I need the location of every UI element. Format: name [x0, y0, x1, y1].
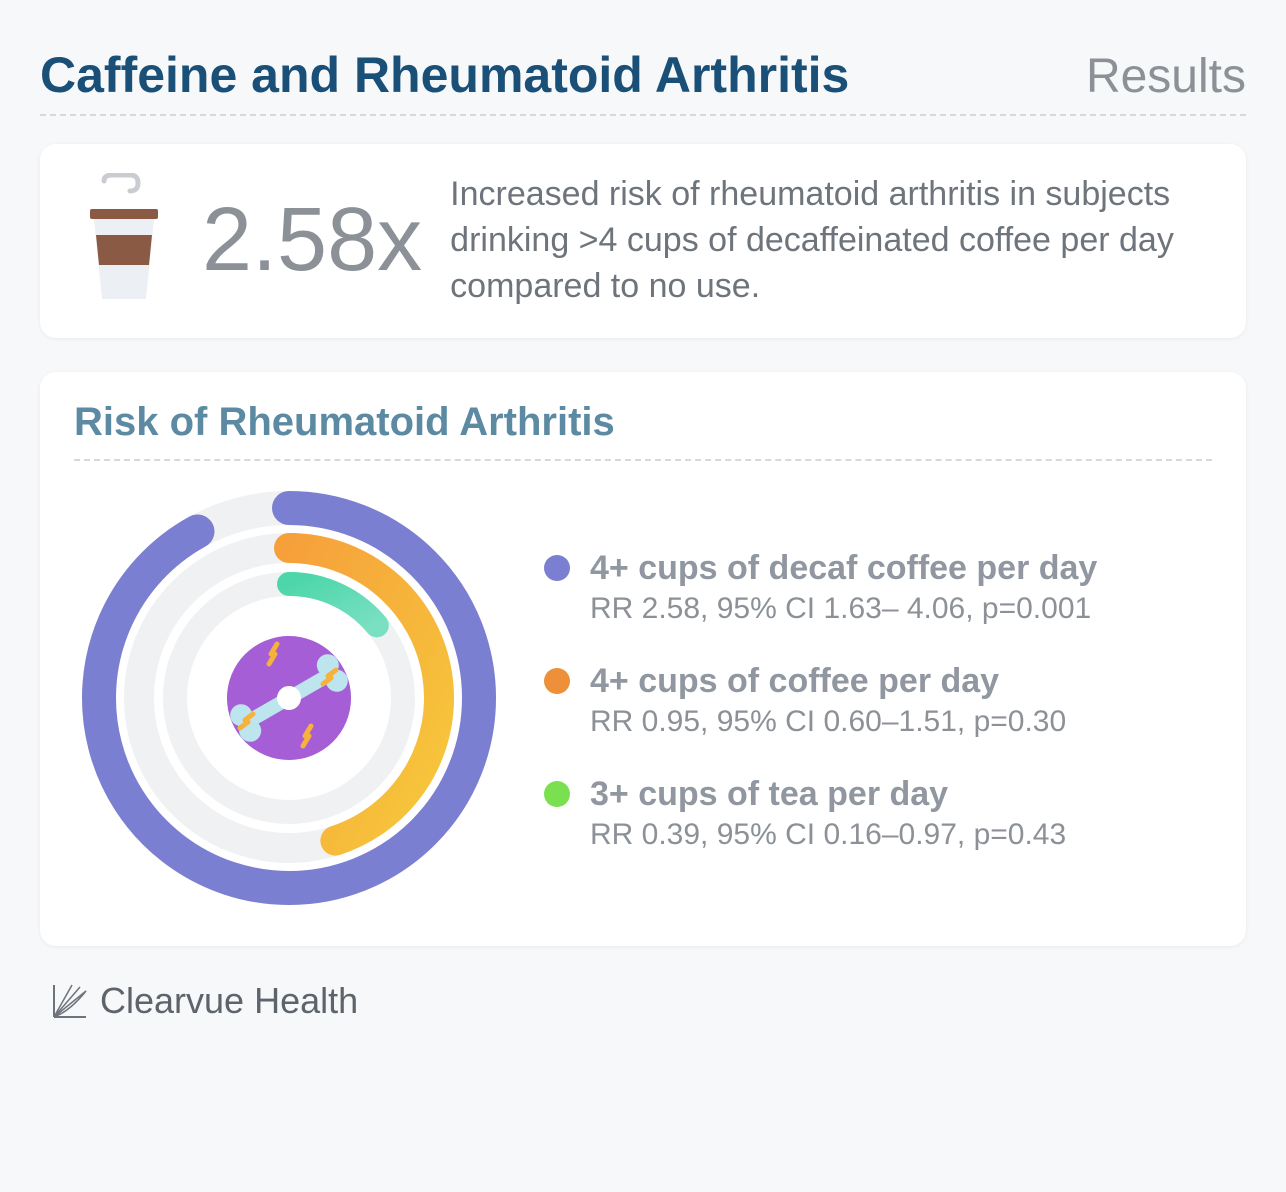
legend-text: 4+ cups of decaf coffee per day RR 2.58, …: [590, 549, 1097, 626]
brand-logo-icon: [50, 981, 90, 1021]
legend-detail: RR 2.58, 95% CI 1.63– 4.06, p=0.001: [590, 592, 1097, 626]
page-subtitle: Results: [1086, 49, 1246, 104]
legend-label: 4+ cups of coffee per day: [590, 662, 1066, 701]
legend-detail: RR 0.95, 95% CI 0.60–1.51, p=0.30: [590, 705, 1066, 739]
legend-detail: RR 0.39, 95% CI 0.16–0.97, p=0.43: [590, 818, 1066, 852]
footer-brand: Clearvue Health: [40, 980, 1246, 1022]
legend-label: 4+ cups of decaf coffee per day: [590, 549, 1097, 588]
chart-body: 4+ cups of decaf coffee per day RR 2.58, …: [74, 483, 1212, 918]
chart-title-row: Risk of Rheumatoid Arthritis: [74, 400, 1212, 461]
legend-dot-icon: [544, 668, 570, 694]
chart-card: Risk of Rheumatoid Arthritis: [40, 372, 1246, 946]
chart-title: Risk of Rheumatoid Arthritis: [74, 400, 1212, 445]
legend-label: 3+ cups of tea per day: [590, 775, 1066, 814]
radial-chart: [74, 483, 504, 918]
legend-item-coffee: 4+ cups of coffee per day RR 0.95, 95% CI…: [544, 662, 1212, 739]
legend-text: 3+ cups of tea per day RR 0.39, 95% CI 0.…: [590, 775, 1066, 852]
page-root: Caffeine and Rheumatoid Arthritis Result…: [0, 0, 1286, 1052]
legend-dot-icon: [544, 555, 570, 581]
legend-list: 4+ cups of decaf coffee per day RR 2.58, …: [544, 549, 1212, 852]
legend-item-tea: 3+ cups of tea per day RR 0.39, 95% CI 0.…: [544, 775, 1212, 852]
legend-text: 4+ cups of coffee per day RR 0.95, 95% CI…: [590, 662, 1066, 739]
legend-item-decaf: 4+ cups of decaf coffee per day RR 2.58, …: [544, 549, 1212, 626]
coffee-cup-icon: [74, 173, 174, 308]
summary-description: Increased risk of rheumatoid arthritis i…: [450, 172, 1212, 310]
page-title: Caffeine and Rheumatoid Arthritis: [40, 46, 849, 104]
header: Caffeine and Rheumatoid Arthritis Result…: [40, 46, 1246, 116]
summary-card: 2.58x Increased risk of rheumatoid arthr…: [40, 144, 1246, 338]
brand-name: Clearvue Health: [100, 980, 358, 1022]
legend-dot-icon: [544, 781, 570, 807]
stat-number: 2.58x: [202, 189, 422, 292]
